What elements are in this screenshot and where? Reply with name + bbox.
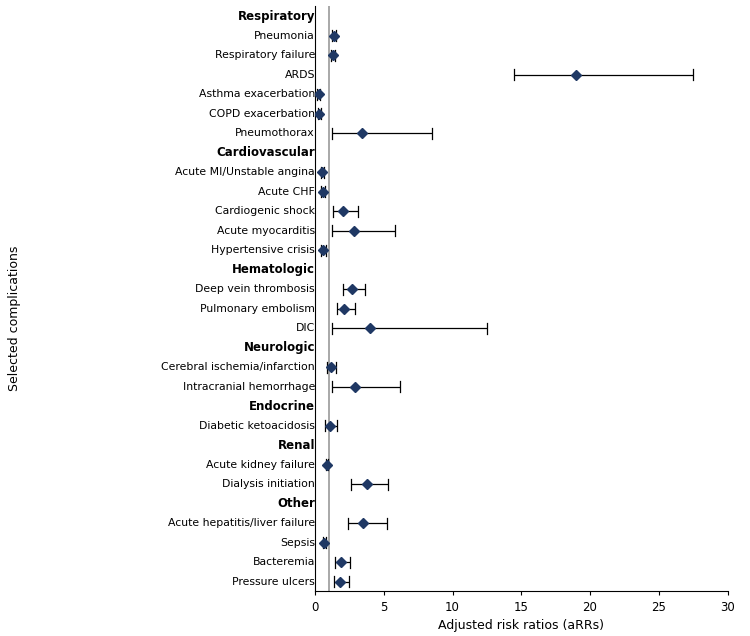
Text: Acute MI/Unstable angina: Acute MI/Unstable angina <box>176 167 315 177</box>
Text: Cardiovascular: Cardiovascular <box>216 146 315 159</box>
X-axis label: Adjusted risk ratios (aRRs): Adjusted risk ratios (aRRs) <box>438 619 604 632</box>
Text: DIC: DIC <box>296 323 315 333</box>
Text: Cerebral ischemia/infarction: Cerebral ischemia/infarction <box>161 362 315 372</box>
Text: Respiratory: Respiratory <box>238 10 315 23</box>
Text: Acute hepatitis/liver failure: Acute hepatitis/liver failure <box>168 518 315 529</box>
Text: Sepsis: Sepsis <box>280 537 315 548</box>
Text: Respiratory failure: Respiratory failure <box>214 50 315 60</box>
Text: Hypertensive crisis: Hypertensive crisis <box>211 245 315 255</box>
Text: Acute myocarditis: Acute myocarditis <box>217 226 315 236</box>
Text: COPD exacerbation: COPD exacerbation <box>209 109 315 119</box>
Text: Bacteremia: Bacteremia <box>253 557 315 567</box>
Text: Pneumonia: Pneumonia <box>254 31 315 41</box>
Text: Selected complications: Selected complications <box>8 245 22 391</box>
Text: Endocrine: Endocrine <box>249 399 315 413</box>
Text: Dialysis initiation: Dialysis initiation <box>222 479 315 489</box>
Text: Other: Other <box>278 497 315 510</box>
Text: Hematologic: Hematologic <box>232 263 315 276</box>
Text: Acute CHF: Acute CHF <box>258 186 315 197</box>
Text: Neurologic: Neurologic <box>244 341 315 354</box>
Text: Cardiogenic shock: Cardiogenic shock <box>215 206 315 216</box>
Text: Diabetic ketoacidosis: Diabetic ketoacidosis <box>200 420 315 431</box>
Text: Pressure ulcers: Pressure ulcers <box>232 577 315 587</box>
Text: ARDS: ARDS <box>284 69 315 80</box>
Text: Pulmonary embolism: Pulmonary embolism <box>200 303 315 314</box>
Text: Intracranial hemorrhage: Intracranial hemorrhage <box>183 382 315 392</box>
Text: Acute kidney failure: Acute kidney failure <box>206 460 315 470</box>
Text: Asthma exacerbation: Asthma exacerbation <box>199 89 315 99</box>
Text: Deep vein thrombosis: Deep vein thrombosis <box>195 284 315 294</box>
Text: Renal: Renal <box>278 439 315 452</box>
Text: Pneumothorax: Pneumothorax <box>236 128 315 138</box>
